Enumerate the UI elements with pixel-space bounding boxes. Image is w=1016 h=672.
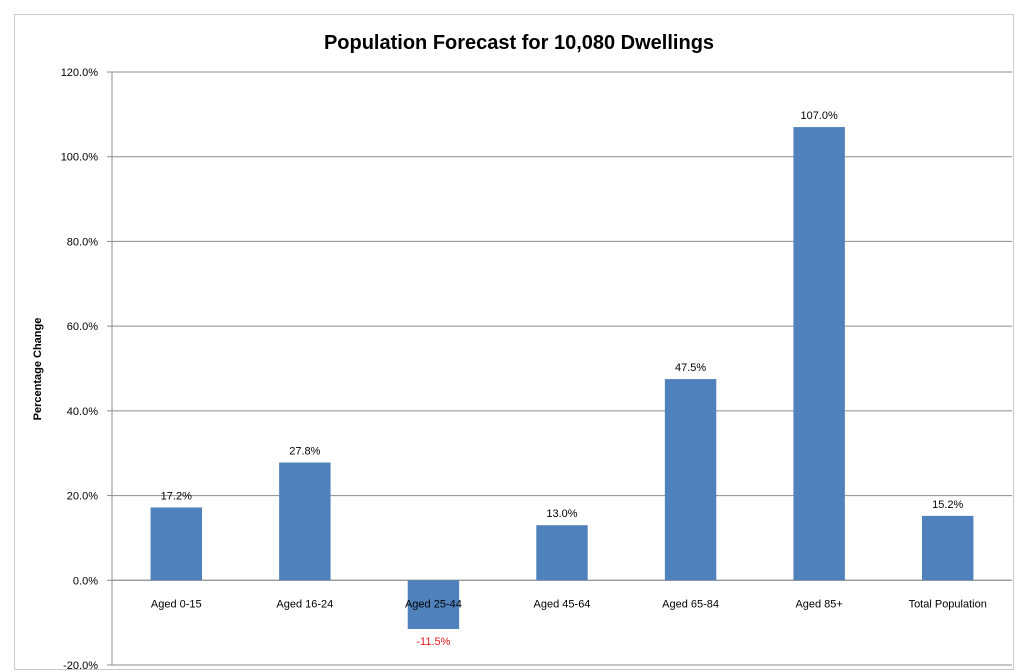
y-tick-label: 0.0% [73, 575, 98, 587]
bar [793, 127, 845, 581]
bar [922, 515, 974, 581]
bar [407, 580, 460, 629]
axes: -20.0% 0.0% 20.0% 40.0% 60.0% 80.0% 100.0% 120.… [61, 67, 1012, 672]
bar [150, 507, 202, 581]
bar [279, 462, 331, 581]
bar [536, 525, 588, 581]
y-tick-label: 120.0% [61, 67, 99, 79]
category-label: Aged 25-44 [405, 598, 462, 610]
value-label: 47.5% [675, 362, 706, 374]
y-tick-label: 100.0% [61, 152, 99, 164]
y-tick-label: -20.0% [63, 660, 98, 672]
category-label: Aged 16-24 [276, 598, 333, 610]
category-label: Aged 45-64 [534, 598, 591, 610]
y-tick-label: 40.0% [67, 406, 98, 418]
bar [664, 379, 717, 581]
category-label: Total Population [909, 598, 987, 610]
chart-title: Population Forecast for 10,080 Dwellings [324, 32, 714, 54]
category-label: Aged 65-84 [662, 598, 719, 610]
value-label: -11.5% [416, 636, 450, 648]
value-label: 13.0% [546, 508, 577, 520]
value-label: 17.2% [161, 490, 192, 502]
category-label: Aged 85+ [795, 598, 842, 610]
category-label: Aged 0-15 [151, 598, 202, 610]
y-axis-label: Percentage Change [32, 318, 44, 421]
y-tick-label: 20.0% [67, 491, 98, 503]
bars [150, 127, 974, 629]
value-label: 107.0% [800, 110, 838, 122]
value-label: 15.2% [932, 499, 963, 511]
value-labels: 17.2% 27.8% -11.5% 13.0% 47.5% 107.0% 15.2% Age… [151, 110, 987, 648]
y-tick-label: 60.0% [67, 321, 98, 333]
value-label: 27.8% [289, 446, 320, 458]
y-tick-label: 80.0% [67, 236, 98, 248]
